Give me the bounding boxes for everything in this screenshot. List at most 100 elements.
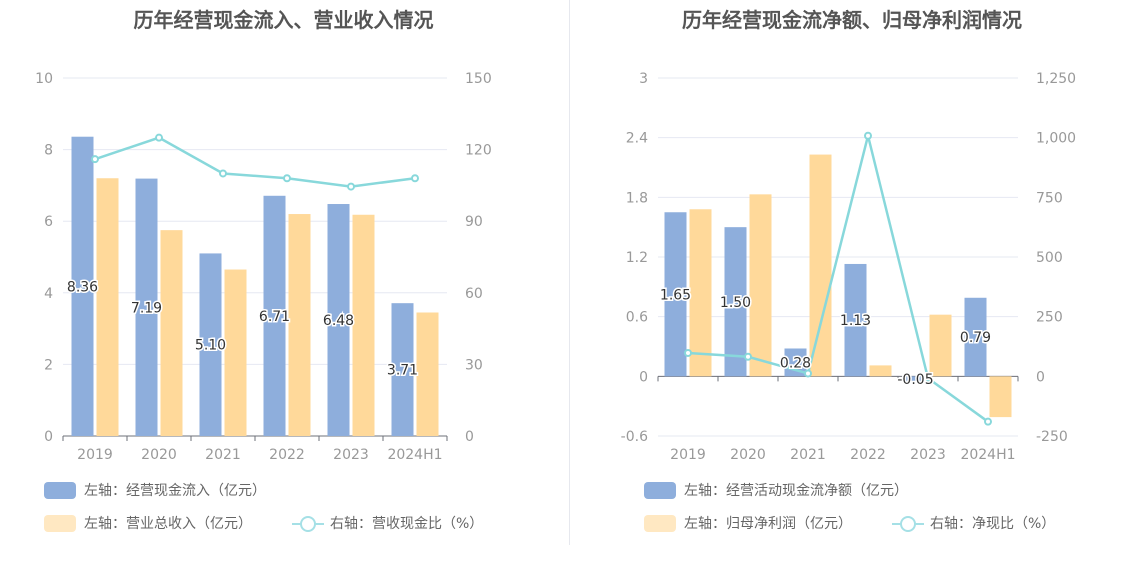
left-bar-primary xyxy=(199,253,222,436)
left-bar-secondary xyxy=(96,178,119,437)
right-ratio-point xyxy=(804,369,812,378)
right-right-tick-label: 0 xyxy=(1036,369,1045,385)
left-right-tick-label: 30 xyxy=(465,357,483,373)
legend-left-item-1[interactable]: 左轴：经营现金流入（亿元） xyxy=(44,480,266,500)
left-bar-secondary xyxy=(352,214,375,436)
chart-right-plot: -0.6 0 0.6 1.2 1.8 2.4 3 -250 0 250 500 750 1,000 1,2… xyxy=(621,71,1076,463)
right-left-tick-label: 0 xyxy=(639,369,648,385)
right-left-tick-label: -0.6 xyxy=(621,429,648,445)
right-right-tick-label: 500 xyxy=(1036,250,1063,266)
right-bar-primary xyxy=(904,376,927,382)
legend-left-item-2[interactable]: 左轴：营业总收入（亿元） xyxy=(44,513,252,533)
legend-label: 左轴：经营活动现金流净额（亿元） xyxy=(684,483,908,499)
right-left-tick-label: 3 xyxy=(639,71,648,87)
legend-line-swatch xyxy=(292,515,324,532)
left-left-tick-label: 2 xyxy=(44,357,53,373)
right-ratio-point xyxy=(924,374,932,383)
right-left-tick-label: 1.8 xyxy=(626,190,648,206)
legend-swatch xyxy=(44,514,76,532)
right-category-label: 2023 xyxy=(910,447,946,463)
right-category-label: 2024H1 xyxy=(960,447,1015,463)
right-bar-secondary xyxy=(809,154,832,377)
right-bar-primary xyxy=(664,212,687,377)
left-ratio-point xyxy=(283,174,291,183)
right-category-label: 2021 xyxy=(790,447,826,463)
right-ratio-point xyxy=(684,348,692,357)
legend-swatch xyxy=(44,481,76,499)
right-bar-secondary xyxy=(929,314,952,377)
left-category-label: 2024H1 xyxy=(387,447,442,463)
legend-label: 右轴：净现比（%） xyxy=(930,516,1056,532)
right-data-label: 1.13 xyxy=(840,313,871,329)
left-ratio-point xyxy=(411,174,419,183)
legend-swatch xyxy=(644,514,676,532)
left-left-tick-label: 8 xyxy=(44,143,53,159)
left-category-label: 2022 xyxy=(269,447,305,463)
right-category-label: 2020 xyxy=(730,447,766,463)
left-category-label: 2023 xyxy=(333,447,369,463)
right-left-tick-label: 0.6 xyxy=(626,310,648,326)
left-ratio-point xyxy=(91,155,99,164)
legend-right-item-3[interactable]: 右轴：净现比（%） xyxy=(892,513,1055,533)
legend-label: 左轴：营业总收入（亿元） xyxy=(84,516,252,532)
left-category-label: 2020 xyxy=(141,447,177,463)
right-data-label: -0.05 xyxy=(897,372,933,388)
right-bar-secondary xyxy=(749,194,772,377)
left-left-tick-label: 4 xyxy=(44,286,53,302)
left-bar-primary xyxy=(391,303,414,436)
left-right-tick-label: 120 xyxy=(465,143,492,159)
left-data-label: 5.10 xyxy=(195,338,226,354)
right-left-tick-label: 1.2 xyxy=(626,250,648,266)
chart-title-right: 历年经营现金流净额、归母净利润情况 xyxy=(682,8,1022,32)
left-ratio-point xyxy=(219,169,227,178)
left-left-tick-label: 0 xyxy=(44,429,53,445)
right-category-label: 2019 xyxy=(670,447,706,463)
legend-right-item-2[interactable]: 左轴：归母净利润（亿元） xyxy=(644,513,852,533)
right-right-tick-label: -250 xyxy=(1036,429,1068,445)
right-category-label: 2022 xyxy=(850,447,886,463)
right-right-tick-label: 250 xyxy=(1036,310,1063,326)
left-left-tick-label: 6 xyxy=(44,214,53,230)
left-data-label: 6.71 xyxy=(259,309,290,325)
right-ratio-line xyxy=(687,135,989,423)
right-bar-secondary xyxy=(689,209,712,377)
left-left-tick-label: 10 xyxy=(35,71,53,87)
left-bar-primary xyxy=(263,195,286,436)
left-right-tick-label: 150 xyxy=(465,71,492,87)
panel-divider xyxy=(569,0,570,545)
right-ratio-point xyxy=(984,417,992,426)
right-data-label: 1.50 xyxy=(720,295,751,311)
left-bar-secondary xyxy=(160,230,183,436)
right-right-tick-label: 750 xyxy=(1036,190,1063,206)
legend-label: 右轴：营收现金比（%） xyxy=(330,516,484,532)
left-bar-primary xyxy=(71,136,94,436)
left-ratio-point xyxy=(155,133,163,142)
left-right-tick-label: 60 xyxy=(465,286,483,302)
left-category-label: 2019 xyxy=(77,447,113,463)
left-right-tick-label: 0 xyxy=(465,429,474,445)
right-data-label: 0.28 xyxy=(780,355,811,371)
left-data-label: 8.36 xyxy=(67,279,98,295)
right-left-tick-label: 2.4 xyxy=(626,131,648,147)
left-category-label: 2021 xyxy=(205,447,241,463)
left-right-tick-label: 90 xyxy=(465,214,483,230)
legend-right-item-1[interactable]: 左轴：经营活动现金流净额（亿元） xyxy=(644,480,908,500)
left-bar-secondary xyxy=(288,214,311,436)
legend-label: 左轴：归母净利润（亿元） xyxy=(684,516,852,532)
legend-swatch xyxy=(644,481,676,499)
left-data-label: 7.19 xyxy=(131,300,162,316)
right-bar-secondary xyxy=(989,376,1012,418)
left-bar-secondary xyxy=(416,312,439,436)
right-right-tick-label: 1,000 xyxy=(1036,131,1076,147)
chart-title-left: 历年经营现金流入、营业收入情况 xyxy=(133,8,434,32)
left-bar-secondary xyxy=(224,269,247,436)
left-bar-primary xyxy=(327,204,350,436)
left-data-label: 3.71 xyxy=(387,363,418,379)
right-bar-primary xyxy=(844,263,867,377)
right-right-tick-label: 1,250 xyxy=(1036,71,1076,87)
right-bar-secondary xyxy=(869,365,892,377)
right-data-label: 0.79 xyxy=(960,330,991,346)
legend-label: 左轴：经营现金流入（亿元） xyxy=(84,483,266,499)
legend-left-item-3[interactable]: 右轴：营收现金比（%） xyxy=(292,513,483,533)
